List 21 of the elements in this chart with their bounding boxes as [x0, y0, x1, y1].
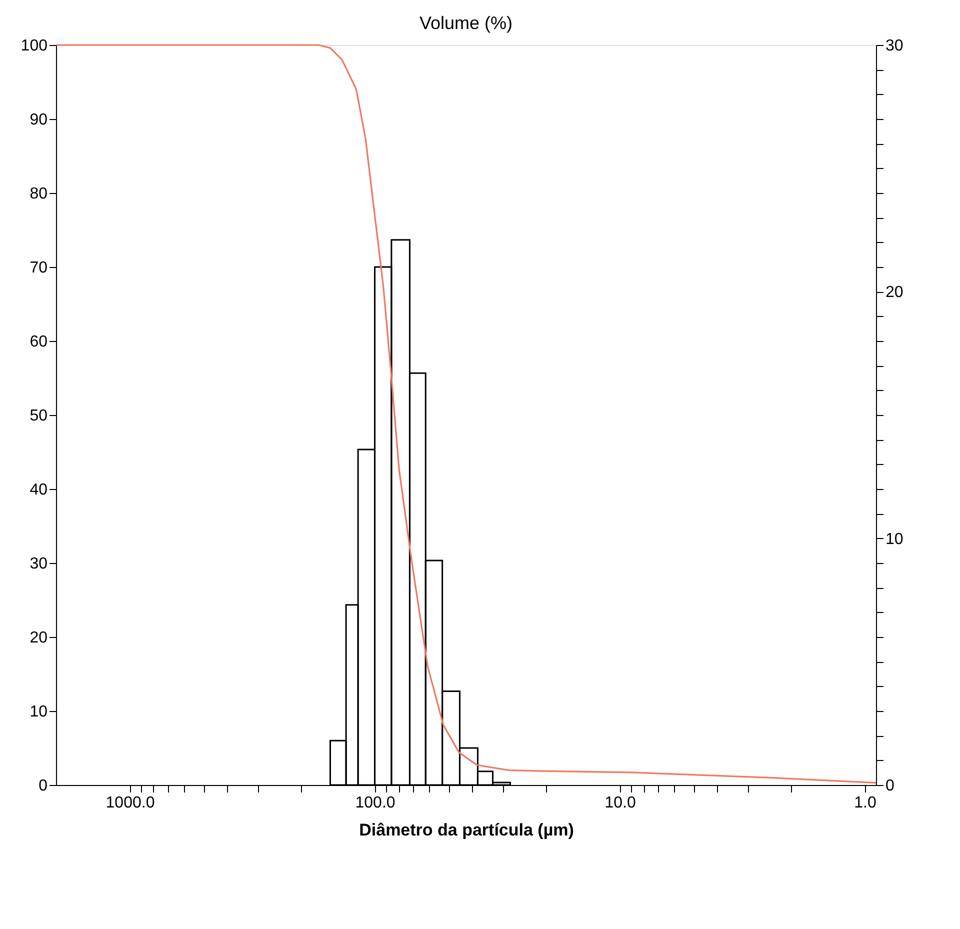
y2-tick-label: 30 [886, 38, 904, 54]
y2-tick-label: 0 [886, 778, 894, 794]
y-tick-label: 50 [30, 408, 48, 424]
y-tick-label: 20 [30, 630, 48, 646]
y-tick-label: 10 [30, 704, 48, 720]
y-tick-label: 0 [38, 778, 48, 794]
chart-title: Volume (%) [419, 13, 513, 33]
x-tick-label: 1.0 [854, 794, 877, 812]
y-tick-label: 40 [30, 482, 48, 498]
y-tick-label: 30 [30, 556, 48, 572]
y-tick-label: 100 [20, 38, 48, 54]
x-tick-label: 10.0 [604, 794, 636, 812]
x-tick-label: 1000.0 [106, 794, 155, 812]
x-axis-title: Diâmetro da partícula (µm) [359, 820, 574, 840]
x-tick-label: 100.0 [355, 794, 396, 812]
y-tick-label: 60 [30, 334, 48, 350]
y-tick-label: 70 [30, 260, 48, 276]
y2-tick-label: 10 [886, 530, 904, 548]
y2-tick-label: 20 [886, 284, 904, 302]
y-tick-label: 90 [30, 112, 48, 128]
y-tick-label: 80 [30, 186, 48, 202]
